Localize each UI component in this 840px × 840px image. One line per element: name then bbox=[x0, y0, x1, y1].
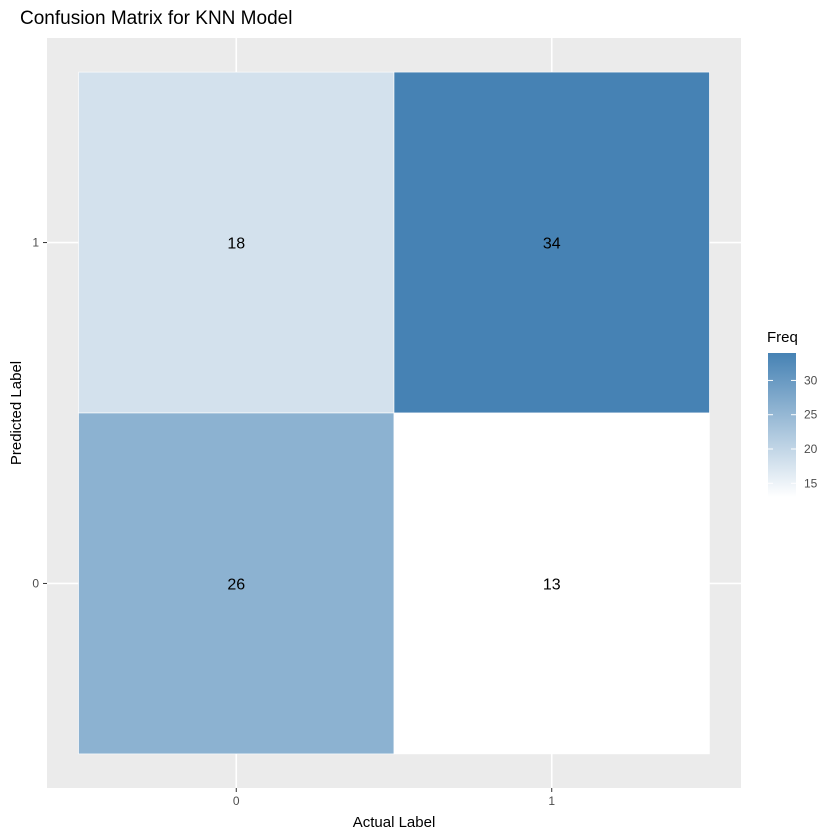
legend-tick-label: 25 bbox=[804, 408, 818, 422]
y-tick-label: 0 bbox=[32, 576, 39, 590]
legend-tick-label: 30 bbox=[804, 373, 818, 387]
x-axis-title: Actual Label bbox=[353, 814, 436, 831]
heatmap-cells: 18 34 26 13 bbox=[78, 71, 710, 755]
heatmap-cell bbox=[78, 412, 395, 755]
legend-tick-label: 20 bbox=[804, 442, 818, 456]
x-tick-label: 0 bbox=[233, 794, 240, 808]
x-tick-label: 1 bbox=[548, 794, 555, 808]
chart-title: Confusion Matrix for KNN Model bbox=[20, 8, 292, 29]
legend-tick-label: 15 bbox=[804, 476, 818, 490]
cell-value-label: 18 bbox=[227, 236, 245, 253]
axes: 0 1 0 1 bbox=[32, 236, 555, 808]
legend-color-bar bbox=[768, 353, 796, 497]
heatmap-cell bbox=[393, 71, 710, 414]
legend-title: Freq bbox=[767, 329, 798, 346]
cell-value-label: 13 bbox=[543, 576, 561, 593]
heatmap-cell bbox=[393, 412, 710, 755]
cell-value-label: 34 bbox=[543, 236, 561, 253]
legend: Freq 15 20 25 30 bbox=[767, 329, 818, 497]
y-axis-title: Predicted Label bbox=[8, 361, 25, 465]
cell-value-label: 26 bbox=[227, 576, 245, 593]
y-tick-label: 1 bbox=[32, 236, 39, 250]
